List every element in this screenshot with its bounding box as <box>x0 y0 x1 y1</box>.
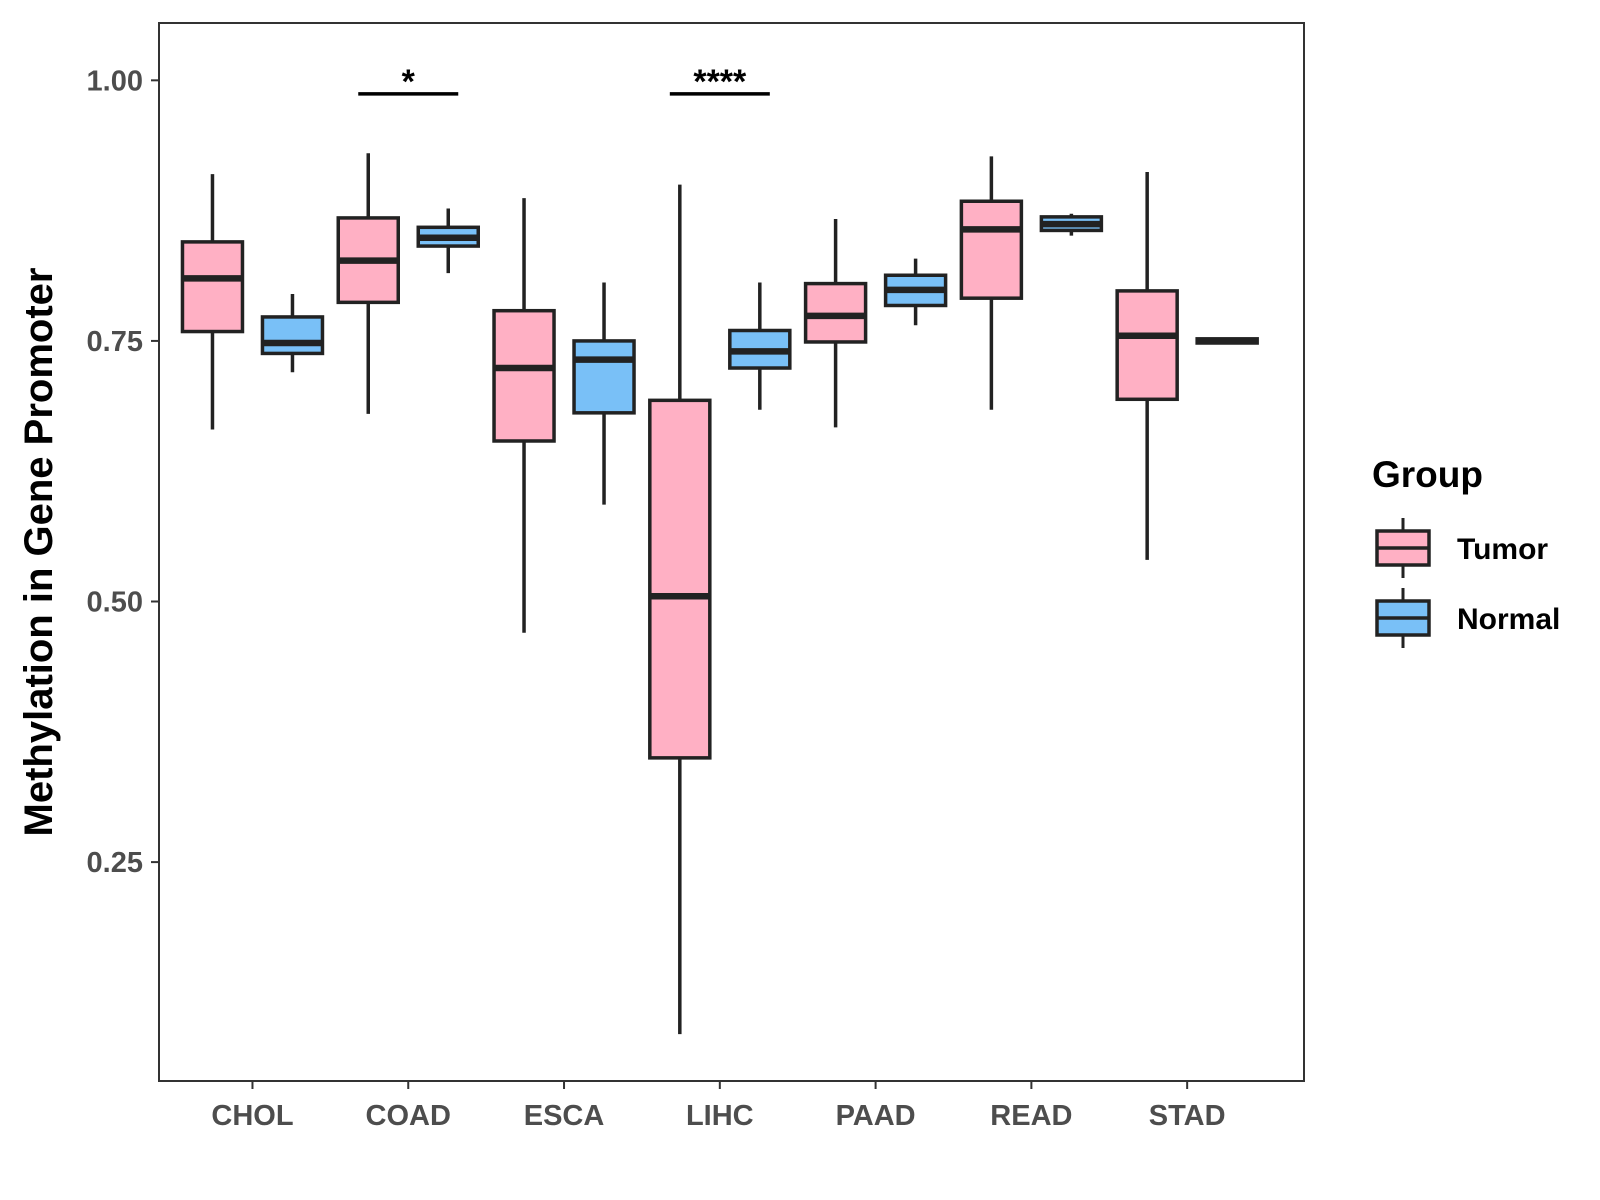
y-axis: 0.25 0.50 0.75 1.00 <box>87 65 159 879</box>
box-tumor-coad <box>336 153 401 414</box>
box-body-tumor-lihc <box>648 398 712 760</box>
significance-label-lihc: **** <box>693 63 747 101</box>
box-body-tumor-stad <box>1115 289 1179 402</box>
box-normal-chol <box>260 294 325 373</box>
y-tick-label: 0.50 <box>87 587 143 619</box>
y-tick-label: 0.75 <box>87 326 143 358</box>
box-body-tumor-read <box>959 199 1024 300</box>
legend-label-normal: Normal <box>1457 603 1560 636</box>
box-normal-esca <box>572 282 636 505</box>
significance-label-coad: * <box>402 63 416 101</box>
box-tumor-lihc <box>648 184 712 1035</box>
box-tumor-esca <box>492 198 556 633</box>
box-tumor-stad <box>1115 172 1179 560</box>
x-axis: CHOL COAD ESCA LIHC PAAD READ STAD <box>211 1081 1226 1132</box>
box-tumor-paad <box>803 218 868 428</box>
x-tick-label-lihc: LIHC <box>686 1100 754 1132</box>
y-axis-title: Methylation in Gene Promoter <box>17 268 61 837</box>
plot-panel-border <box>158 22 1305 1082</box>
legend-label-tumor: Tumor <box>1457 533 1548 566</box>
legend-item-normal: Normal <box>1375 588 1560 648</box>
y-tick-label: 1.00 <box>87 65 143 97</box>
box-normal-lihc <box>728 282 792 410</box>
box-tumor-read <box>959 156 1024 410</box>
box-normal-paad <box>883 258 948 326</box>
box-normal-coad <box>416 208 481 274</box>
box-tumor-chol <box>180 174 245 430</box>
box-normal-read <box>1039 213 1104 236</box>
box-body-tumor-chol <box>180 240 245 334</box>
legend-title: Group <box>1372 454 1483 495</box>
x-tick-label-paad: PAAD <box>836 1100 916 1132</box>
legend-item-tumor: Tumor <box>1375 518 1548 578</box>
box-normal-stad <box>1195 337 1259 345</box>
x-tick-label-esca: ESCA <box>524 1100 605 1132</box>
box-body-tumor-esca <box>492 308 556 443</box>
legend: Group Tumor Normal <box>1372 454 1560 648</box>
x-tick-label-read: READ <box>990 1100 1072 1132</box>
y-tick-label: 0.25 <box>87 847 143 879</box>
x-tick-label-stad: STAD <box>1149 1100 1226 1132</box>
box-body-normal-esca <box>572 339 636 415</box>
plot-area: * **** <box>180 63 1259 1035</box>
x-tick-label-chol: CHOL <box>211 1100 293 1132</box>
x-tick-label-coad: COAD <box>366 1100 451 1132</box>
box-body-normal-chol <box>260 315 325 356</box>
